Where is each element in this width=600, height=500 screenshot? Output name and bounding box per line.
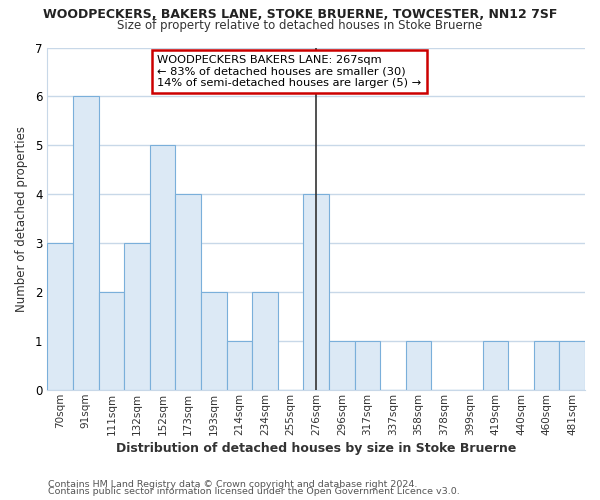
Bar — [304, 194, 329, 390]
Bar — [355, 341, 380, 390]
Bar — [150, 146, 175, 390]
X-axis label: Distribution of detached houses by size in Stoke Bruerne: Distribution of detached houses by size … — [116, 442, 517, 455]
Text: WOODPECKERS, BAKERS LANE, STOKE BRUERNE, TOWCESTER, NN12 7SF: WOODPECKERS, BAKERS LANE, STOKE BRUERNE,… — [43, 8, 557, 20]
Bar — [73, 96, 98, 390]
Text: WOODPECKERS BAKERS LANE: 267sqm
← 83% of detached houses are smaller (30)
14% of: WOODPECKERS BAKERS LANE: 267sqm ← 83% of… — [157, 55, 422, 88]
Bar — [406, 341, 431, 390]
Bar — [559, 341, 585, 390]
Y-axis label: Number of detached properties: Number of detached properties — [15, 126, 28, 312]
Text: Contains public sector information licensed under the Open Government Licence v3: Contains public sector information licen… — [48, 487, 460, 496]
Bar — [124, 244, 150, 390]
Bar — [175, 194, 201, 390]
Text: Contains HM Land Registry data © Crown copyright and database right 2024.: Contains HM Land Registry data © Crown c… — [48, 480, 418, 489]
Bar — [329, 341, 355, 390]
Bar — [252, 292, 278, 390]
Bar — [201, 292, 227, 390]
Bar — [47, 244, 73, 390]
Bar — [227, 341, 252, 390]
Bar — [482, 341, 508, 390]
Text: Size of property relative to detached houses in Stoke Bruerne: Size of property relative to detached ho… — [118, 18, 482, 32]
Bar — [534, 341, 559, 390]
Bar — [98, 292, 124, 390]
